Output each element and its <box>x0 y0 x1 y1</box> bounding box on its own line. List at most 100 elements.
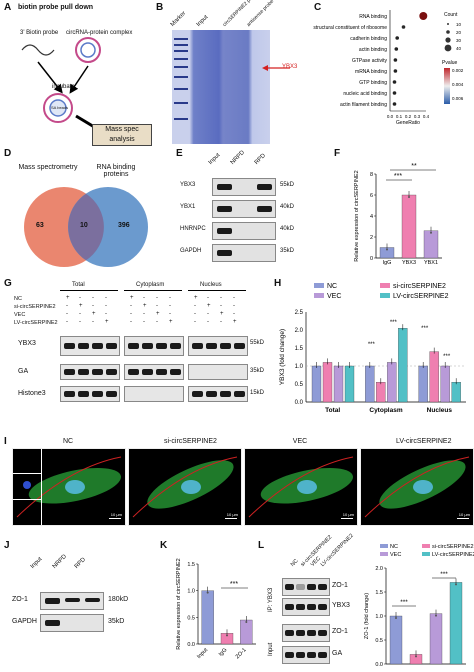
g-sign: - <box>169 303 171 309</box>
j-band <box>85 598 100 602</box>
g-band <box>234 343 245 349</box>
g-sign: + <box>79 303 83 309</box>
g-band <box>128 343 139 349</box>
l-ip-label: IP: YBX3 <box>268 587 274 612</box>
c-term-label: structural constituent of ribosome <box>313 25 387 31</box>
c-count-key <box>444 44 452 52</box>
g-section-title: Nucleus <box>200 282 222 288</box>
j-blot <box>40 614 104 632</box>
c-dot <box>392 102 397 106</box>
h-legend-swatch <box>314 293 324 298</box>
l-blot <box>282 646 330 664</box>
g-sign: + <box>233 319 237 325</box>
k-point <box>226 634 228 637</box>
g-sign: - <box>194 303 196 309</box>
e-blot <box>212 222 276 240</box>
g-blot <box>188 364 248 380</box>
k-sig: *** <box>230 581 238 588</box>
l-ylabel: ZO-1 (fold change) <box>364 593 370 639</box>
f-ylabel: Relative expression of circSERPINE2 <box>354 170 360 261</box>
f-ytick: 4 <box>370 214 373 220</box>
g-sign: + <box>143 303 147 309</box>
g-blot <box>124 364 184 380</box>
h-sig: *** <box>390 320 398 326</box>
d-venn <box>24 187 148 267</box>
i-zo1-edge <box>248 456 354 518</box>
g-band <box>220 343 231 349</box>
g-sign: - <box>130 319 132 325</box>
e-row-label: YBX1 <box>180 204 196 210</box>
panel-label-h: H <box>274 278 282 289</box>
k-xtick: Input <box>196 647 209 660</box>
c-term-label: GTPase activity <box>352 58 388 64</box>
l-bar <box>449 582 463 665</box>
l-legend-label: LV-circSERPINE2 <box>432 552 474 558</box>
l-legend-swatch <box>380 544 388 548</box>
c-term-label: actin binding <box>359 47 387 53</box>
g-sign: - <box>233 311 235 317</box>
i-scale-text: 10 μm <box>226 512 238 517</box>
g-sign: - <box>169 295 171 301</box>
e-row-label: GAPDH <box>180 248 202 254</box>
h-ytick: 0.0 <box>295 400 304 406</box>
l-band <box>318 630 327 636</box>
f-ytick: 2 <box>370 235 373 241</box>
e-band <box>217 228 232 234</box>
g-sign: - <box>156 319 158 325</box>
g-sign: - <box>130 303 132 309</box>
b-ladder-band <box>174 50 188 52</box>
g-sign: - <box>143 311 145 317</box>
i-zo1-edge <box>16 456 122 518</box>
j-row-label: ZO-1 <box>12 596 28 603</box>
l-ytick: 1.5 <box>375 590 383 596</box>
i-scale-bar <box>341 518 353 519</box>
e-row-label: HNRNPC <box>180 226 206 232</box>
g-sign: - <box>143 319 145 325</box>
i-label: VEC <box>292 438 308 445</box>
l-lane-label: NC <box>289 558 300 568</box>
i-scale-bar <box>225 518 237 519</box>
panel-label-e: E <box>176 148 183 159</box>
l-blot <box>282 578 330 596</box>
c-term-label: cadherin binding <box>350 36 387 42</box>
g-sign: - <box>169 311 171 317</box>
c-count-val: 20 <box>456 30 462 35</box>
d-count-left: 63 <box>36 222 44 229</box>
c-dot <box>419 12 428 20</box>
l-ytick: 0.5 <box>375 638 383 644</box>
g-cond-label: LV-circSERPINE2 <box>14 320 58 326</box>
h-legend-swatch <box>380 293 390 298</box>
panel-label-f: F <box>334 148 341 159</box>
h-bar <box>451 382 461 403</box>
h-ytick: 2.0 <box>295 328 304 334</box>
h-legend-label: NC <box>327 283 337 290</box>
g-band <box>78 391 89 397</box>
h-legend-swatch <box>380 283 390 288</box>
c-dot <box>395 36 399 40</box>
g-band <box>92 343 103 349</box>
c-dot <box>392 80 397 84</box>
l-ytick: 2.0 <box>375 566 383 572</box>
g-sign: + <box>92 311 96 317</box>
f-bar <box>401 194 417 259</box>
c-go-dotplot: RNA binding structural constituent of rib… <box>313 10 464 126</box>
l-legend-swatch <box>380 552 388 556</box>
i-label: si-circSERPINE2 <box>164 438 217 445</box>
i-cell-drawing <box>16 456 122 518</box>
l-sig-1: *** <box>440 571 448 578</box>
g-sign: + <box>156 311 160 317</box>
g-band <box>64 343 75 349</box>
g-row-label: Histone3 <box>18 390 46 397</box>
g-band <box>92 391 103 397</box>
l-point <box>455 583 457 586</box>
i-inset-divider <box>13 499 41 500</box>
k-point <box>206 591 209 594</box>
a-probe-label: 3' Biotin probe <box>20 30 59 36</box>
g-band <box>106 391 117 397</box>
f-sig-0: *** <box>394 173 402 180</box>
a-complex-label: circRNA-protein complex <box>66 30 133 36</box>
c-count-val: 30 <box>456 38 462 43</box>
l-band <box>307 630 316 636</box>
e-lane-input: Input <box>207 152 222 166</box>
g-sign: - <box>66 311 68 317</box>
